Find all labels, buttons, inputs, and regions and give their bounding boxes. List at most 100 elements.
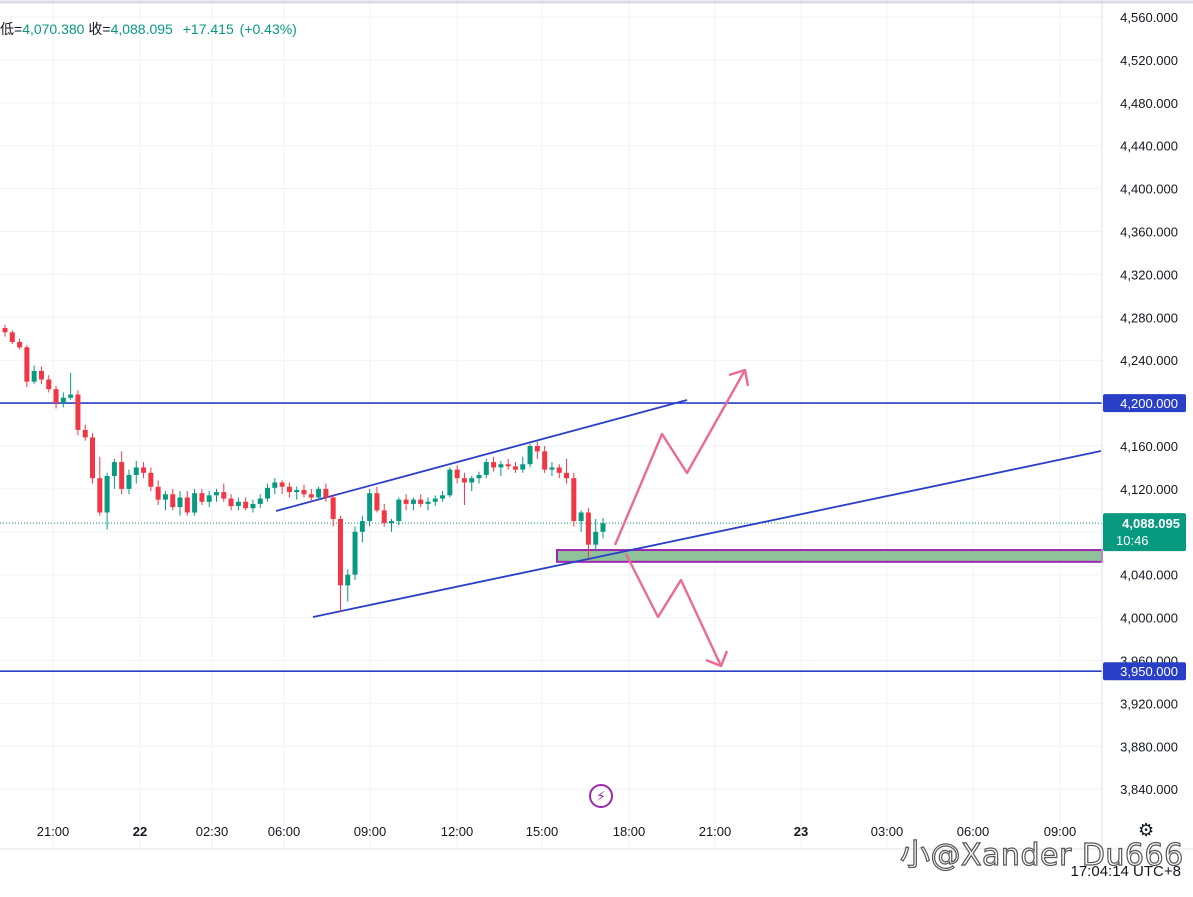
candle-body — [148, 472, 154, 487]
candle-body — [534, 446, 540, 452]
candle-body — [454, 469, 460, 479]
y-tick-label: 4,280.000 — [1120, 310, 1178, 325]
y-tick-label: 4,480.000 — [1120, 96, 1178, 111]
time-axis[interactable]: 21:00 22 02:30 06:00 09:00 12:00 15:00 18:00 21:… — [37, 824, 1077, 839]
level-badge — [1103, 662, 1186, 681]
x-tick-label: 03:00 — [871, 824, 904, 839]
trend-lines[interactable] — [275, 399, 1102, 618]
bearish-arrow — [624, 553, 723, 667]
candle-body — [469, 478, 475, 483]
candle-body — [367, 493, 373, 522]
candle-body — [352, 531, 358, 575]
candle-body — [418, 499, 424, 504]
candle-body — [162, 494, 168, 500]
lightning-bolt-icon[interactable]: ⚡ — [589, 784, 613, 808]
candle-body — [184, 497, 190, 513]
candle-body — [476, 474, 482, 479]
watermark: 小@Xander Du666 — [899, 837, 1184, 873]
candle-body — [374, 493, 380, 511]
change-value: +17.415 — [182, 21, 234, 37]
candle-body — [549, 467, 555, 470]
y-tick-label: 4,160.000 — [1120, 439, 1178, 454]
candle-body — [17, 341, 23, 348]
change-percent: (+0.43%) — [239, 21, 297, 37]
x-tick-label: 18:00 — [613, 824, 646, 839]
candle-body — [432, 498, 438, 502]
candle-body — [235, 501, 241, 507]
candle-body — [527, 446, 533, 465]
y-tick-label: 4,360.000 — [1120, 225, 1178, 240]
y-tick-label: 4,440.000 — [1120, 139, 1178, 154]
ohlc-readout: 低=4,070.380 收=4,088.095 +17.415 (+0.43%) — [0, 19, 297, 39]
candle-body — [97, 478, 103, 513]
candle-body — [243, 501, 249, 509]
candle-body — [221, 492, 227, 499]
candle-body — [542, 451, 548, 470]
x-tick-label: 06:00 — [268, 824, 301, 839]
y-tick-label: 3,920.000 — [1120, 696, 1178, 711]
low-label: 低= — [0, 21, 23, 37]
candle-body — [75, 394, 81, 430]
candle-body — [345, 574, 351, 586]
horizontal-levels[interactable] — [0, 402, 1102, 673]
candle-body — [82, 429, 88, 438]
level-badge-label: 3,950.000 — [1120, 664, 1178, 679]
y-tick-label: 4,040.000 — [1120, 568, 1178, 583]
candle-body — [104, 476, 110, 513]
gear-icon[interactable]: ⚙ — [1138, 820, 1155, 840]
candle-body — [483, 462, 489, 475]
zone-rect — [556, 549, 1103, 563]
close-label: 收= — [88, 21, 111, 37]
candle-body — [389, 521, 395, 524]
bullish-arrow — [613, 369, 747, 546]
channel-upper-line — [275, 399, 688, 512]
x-tick-label: 12:00 — [441, 824, 474, 839]
candle-body — [556, 467, 562, 473]
level-badge-label: 4,200.000 — [1120, 396, 1178, 411]
candle-body — [512, 466, 518, 470]
clock[interactable]: 17:04:14 UTC+8 — [1070, 863, 1182, 880]
candle-body — [265, 487, 271, 499]
candle-body — [155, 486, 161, 500]
x-tick-label: 23 — [794, 824, 808, 839]
candle-body — [425, 501, 431, 504]
candle-body — [31, 370, 37, 382]
candle-body — [461, 478, 467, 483]
y-tick-label: 4,240.000 — [1120, 353, 1178, 368]
y-tick-label: 4,560.000 — [1120, 10, 1178, 25]
candle-body — [119, 462, 125, 489]
candle-body — [564, 472, 570, 479]
x-tick-label: 09:00 — [354, 824, 387, 839]
x-tick-label: 09:00 — [1044, 824, 1077, 839]
candle-body — [60, 397, 66, 404]
candle-body — [571, 478, 577, 522]
candle-body — [505, 464, 511, 467]
candle-body — [403, 499, 409, 504]
bearish-arrowhead — [705, 650, 729, 668]
y-tick-label: 3,840.000 — [1120, 782, 1178, 797]
candle-body — [308, 494, 314, 498]
candle-body — [213, 492, 219, 496]
candle-body — [9, 332, 15, 342]
candle-body — [396, 499, 402, 522]
low-value: 4,070.380 — [22, 21, 85, 37]
candle-body — [381, 510, 387, 524]
candle-body — [578, 512, 584, 522]
support-zone[interactable] — [556, 549, 1103, 563]
candle-body — [585, 512, 591, 545]
x-tick-label: 21:00 — [37, 824, 70, 839]
candle-body — [593, 531, 599, 545]
candle-body — [170, 494, 176, 508]
projection-arrows[interactable] — [613, 368, 750, 668]
candle-body — [359, 521, 365, 532]
countdown-label: 10:46 — [1116, 533, 1149, 548]
candle-body — [2, 328, 8, 333]
x-tick-label: 22 — [133, 824, 147, 839]
candle-body — [250, 503, 256, 509]
y-tick-label: 4,000.000 — [1120, 611, 1178, 626]
level-badge — [1103, 394, 1186, 413]
candle-body — [491, 462, 497, 468]
candle-body — [126, 474, 132, 489]
y-tick-label: 3,880.000 — [1120, 739, 1178, 754]
